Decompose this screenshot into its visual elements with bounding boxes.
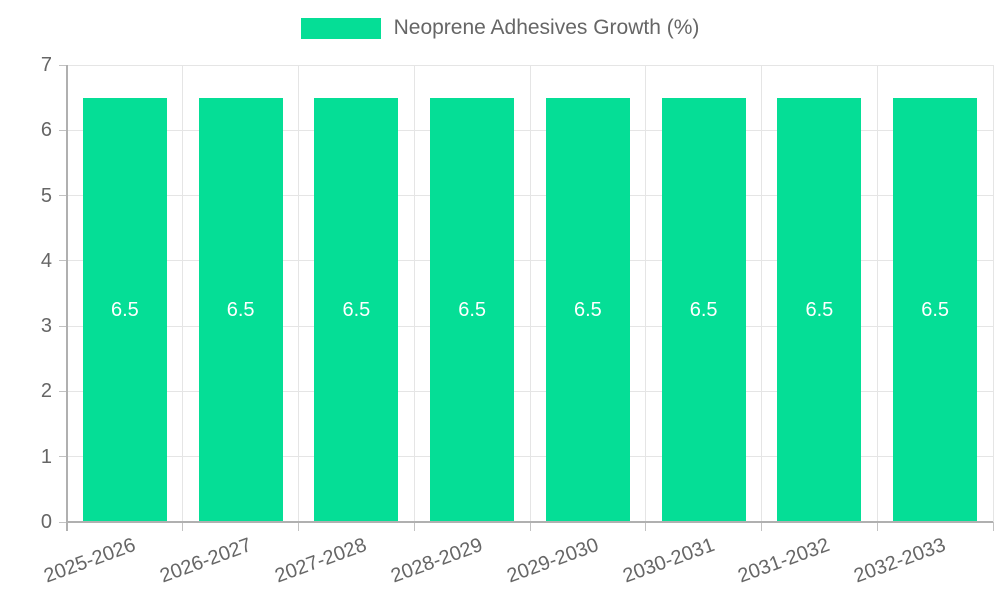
v-gridline xyxy=(645,65,647,522)
bar-value-label: 6.5 xyxy=(805,298,834,321)
y-axis-tick-label: 2 xyxy=(40,380,52,403)
bar[interactable] xyxy=(198,97,283,522)
y-axis-tick-label: 6 xyxy=(40,119,52,142)
x-axis-tick-label: 2030-2031 xyxy=(619,534,718,588)
y-axis-tick-label: 7 xyxy=(40,54,52,76)
x-axis-tick xyxy=(182,522,184,531)
x-axis-tick xyxy=(298,522,299,531)
x-axis-tick-label: 2027-2028 xyxy=(272,534,370,588)
x-axis-tick-label: 2025-2026 xyxy=(40,534,139,588)
chart-legend: Neoprene Adhesives Growth (%) xyxy=(0,16,1000,40)
y-axis-tick-label: 1 xyxy=(40,445,52,468)
v-gridline xyxy=(761,65,762,522)
x-axis-tick xyxy=(413,522,415,531)
bar-value-label: 6.5 xyxy=(226,298,255,321)
bar-value-label: 6.5 xyxy=(689,298,718,321)
bar-value-label: 6.5 xyxy=(573,298,602,321)
v-gridline xyxy=(298,65,299,522)
y-axis-tick-label: 3 xyxy=(40,315,52,338)
y-axis-tick xyxy=(59,325,67,327)
v-gridline xyxy=(182,65,184,522)
y-axis-tick-label: 4 xyxy=(40,249,52,272)
bar[interactable] xyxy=(893,97,978,522)
bar[interactable] xyxy=(314,97,399,522)
y-axis-tick-label: 5 xyxy=(40,184,52,207)
bar[interactable] xyxy=(82,97,167,522)
x-axis-tick xyxy=(529,522,531,531)
h-gridline xyxy=(67,64,993,66)
y-axis-tick xyxy=(59,129,67,131)
x-axis-tick xyxy=(645,522,647,531)
x-axis-tick xyxy=(66,522,68,531)
bar[interactable] xyxy=(661,97,746,522)
bar-value-label: 6.5 xyxy=(110,298,139,321)
x-axis-tick-label: 2028-2029 xyxy=(388,534,486,588)
x-axis-tick-label: 2029-2030 xyxy=(503,534,602,588)
x-axis-tick xyxy=(761,522,762,531)
x-axis-tick xyxy=(876,522,878,531)
y-axis-line xyxy=(66,65,68,531)
y-axis-tick xyxy=(59,260,67,262)
x-axis-tick-label: 2031-2032 xyxy=(735,534,833,588)
v-gridline xyxy=(876,65,878,522)
bar-value-label: 6.5 xyxy=(458,298,487,321)
bar[interactable] xyxy=(545,97,630,522)
v-gridline xyxy=(413,65,415,522)
y-axis-tick xyxy=(59,456,67,458)
x-axis-tick xyxy=(992,522,994,531)
legend-item-neoprene-adhesives-growth[interactable]: Neoprene Adhesives Growth (%) xyxy=(300,16,700,40)
v-gridline xyxy=(529,65,531,522)
y-axis-tick xyxy=(59,195,67,197)
y-axis-tick xyxy=(59,390,67,392)
legend-swatch xyxy=(300,17,381,39)
bar[interactable] xyxy=(430,97,515,522)
v-gridline xyxy=(66,65,68,522)
y-axis-tick xyxy=(59,64,67,66)
bar[interactable] xyxy=(777,97,862,522)
y-axis-tick xyxy=(59,521,67,523)
legend-label: Neoprene Adhesives Growth (%) xyxy=(393,16,700,39)
y-axis-tick-label: 0 xyxy=(40,511,52,533)
v-gridline xyxy=(992,65,994,522)
bar-value-label: 6.5 xyxy=(342,298,371,321)
bar-value-label: 6.5 xyxy=(921,298,950,321)
x-axis-tick-label: 2032-2033 xyxy=(851,534,949,588)
x-axis-tick-label: 2026-2027 xyxy=(156,534,255,588)
